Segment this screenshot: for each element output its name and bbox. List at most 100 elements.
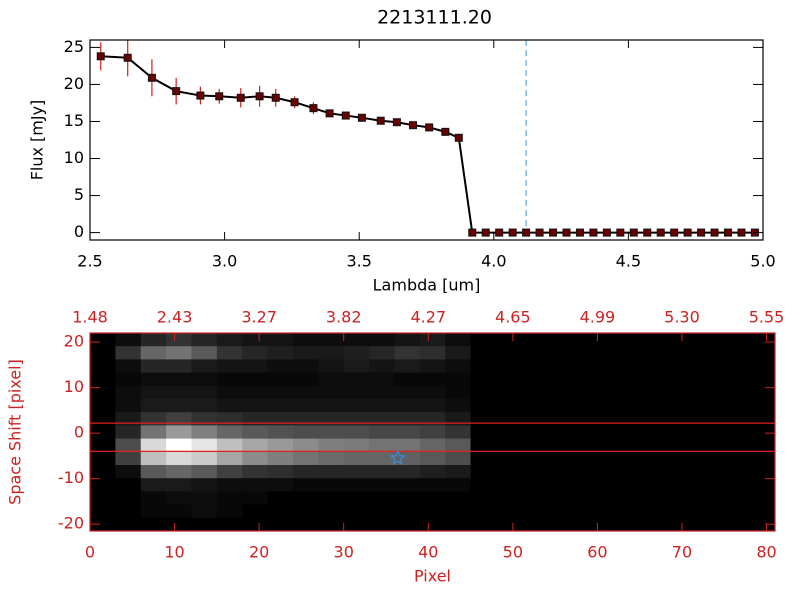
image-cell bbox=[343, 359, 370, 374]
image-cell bbox=[242, 333, 269, 347]
image-cell bbox=[166, 333, 192, 347]
image-cell bbox=[673, 438, 700, 453]
image-cell bbox=[673, 412, 700, 426]
image-cell bbox=[622, 451, 649, 466]
image-cell bbox=[242, 504, 269, 519]
image-cell bbox=[597, 385, 624, 400]
image-cell bbox=[394, 478, 421, 492]
image-cell bbox=[267, 491, 294, 506]
data-point bbox=[376, 116, 385, 125]
image-cell bbox=[445, 333, 472, 347]
x-tick-label: 10 bbox=[164, 543, 184, 562]
y-tick-label: 0 bbox=[74, 222, 84, 241]
image-cell bbox=[648, 465, 675, 479]
data-point bbox=[683, 228, 692, 237]
image-cell bbox=[216, 399, 243, 413]
image-cell bbox=[292, 385, 319, 400]
image-cell bbox=[724, 438, 751, 453]
x2-tick-label: 4.65 bbox=[495, 308, 531, 327]
image-cell bbox=[521, 491, 548, 506]
data-point bbox=[255, 92, 264, 101]
image-cell bbox=[166, 451, 192, 466]
image-cell bbox=[90, 517, 116, 532]
image-cell bbox=[318, 372, 345, 387]
image-cell bbox=[724, 478, 751, 492]
image-cell bbox=[216, 425, 243, 440]
image-cell bbox=[521, 451, 548, 466]
image-cell bbox=[242, 385, 269, 400]
image-cell bbox=[445, 451, 472, 466]
image-cell bbox=[445, 425, 472, 440]
image-cell bbox=[90, 359, 116, 374]
image-cell bbox=[216, 359, 243, 374]
image-cell bbox=[521, 478, 548, 492]
image-cell bbox=[495, 425, 522, 440]
image-cell bbox=[622, 491, 649, 506]
image-cell bbox=[140, 478, 167, 492]
image-cell bbox=[369, 504, 395, 519]
image-cell bbox=[673, 333, 700, 347]
image-cell bbox=[166, 372, 192, 387]
image-cell bbox=[495, 385, 522, 400]
image-cell bbox=[191, 359, 218, 374]
image-cell bbox=[292, 438, 319, 453]
image-cell bbox=[394, 425, 421, 440]
image-cell bbox=[191, 333, 218, 347]
image-cell bbox=[191, 346, 218, 360]
image-cell bbox=[698, 372, 725, 387]
image-cell bbox=[724, 399, 751, 413]
x-tick-label: 2.5 bbox=[77, 252, 102, 271]
image-cell bbox=[622, 478, 649, 492]
image-cell bbox=[495, 346, 522, 360]
image-cell bbox=[419, 412, 446, 426]
image-cell bbox=[90, 465, 116, 479]
image-cell bbox=[115, 385, 142, 400]
image-cell bbox=[572, 385, 598, 400]
image-cell bbox=[90, 385, 116, 400]
image-cell bbox=[166, 399, 192, 413]
data-point bbox=[325, 109, 334, 118]
image-cell bbox=[724, 517, 751, 532]
image-cell bbox=[216, 491, 243, 506]
y-axis-label: Space Shift [pixel] bbox=[6, 359, 25, 505]
image-cell bbox=[698, 478, 725, 492]
image-cell bbox=[546, 465, 573, 479]
image-cell bbox=[749, 517, 776, 532]
image-cell bbox=[292, 465, 319, 479]
image-cell bbox=[673, 491, 700, 506]
image-cell bbox=[140, 385, 167, 400]
image-cell bbox=[495, 451, 522, 466]
image-cell bbox=[318, 346, 345, 360]
image-cell bbox=[724, 372, 751, 387]
image-cell bbox=[318, 425, 345, 440]
data-point bbox=[196, 91, 205, 100]
image-cell bbox=[698, 399, 725, 413]
image-cell bbox=[546, 346, 573, 360]
image-cell bbox=[445, 359, 472, 374]
image-cell bbox=[292, 491, 319, 506]
x-tick-label: 20 bbox=[249, 543, 269, 562]
image-cell bbox=[115, 412, 142, 426]
image-cell bbox=[191, 412, 218, 426]
y-tick-label: -20 bbox=[58, 514, 84, 533]
y-tick-label: -10 bbox=[58, 468, 84, 487]
data-point bbox=[357, 113, 366, 122]
image-cell bbox=[546, 517, 573, 532]
image-cell bbox=[698, 465, 725, 479]
image-cell bbox=[445, 517, 472, 532]
image-cell bbox=[698, 346, 725, 360]
image-cell bbox=[166, 359, 192, 374]
image-cell bbox=[622, 465, 649, 479]
image-cell bbox=[597, 438, 624, 453]
image-cell bbox=[495, 517, 522, 532]
image-cell bbox=[597, 517, 624, 532]
image-cell bbox=[267, 451, 294, 466]
image-cell bbox=[470, 451, 497, 466]
image-cell bbox=[673, 385, 700, 400]
image-cell bbox=[90, 346, 116, 360]
image-cell bbox=[445, 412, 472, 426]
image-cell bbox=[470, 359, 497, 374]
image-cell bbox=[597, 491, 624, 506]
image-cell bbox=[166, 478, 192, 492]
image-cell bbox=[572, 504, 598, 519]
